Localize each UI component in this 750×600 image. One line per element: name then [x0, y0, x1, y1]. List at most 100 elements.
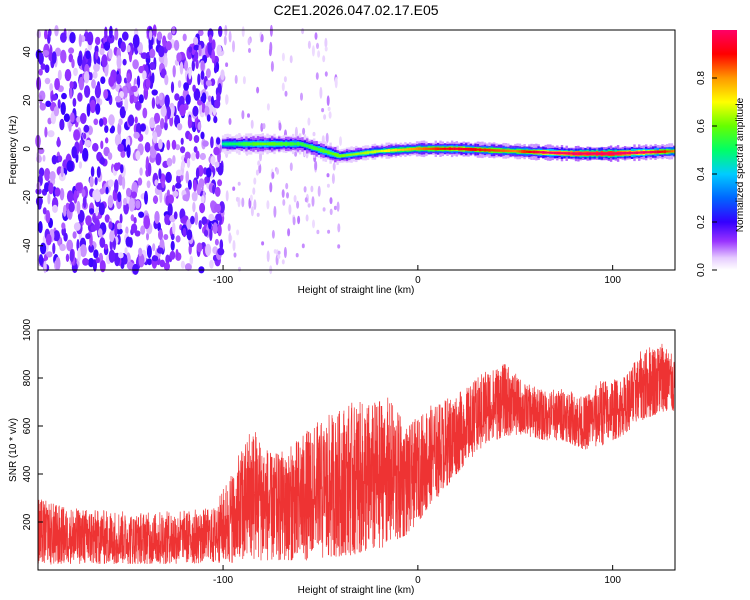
noise-blob [85, 215, 92, 226]
noise-blob [95, 36, 101, 46]
noise-blob [152, 24, 157, 38]
ridge-cell [647, 151, 650, 154]
ridge-cell [271, 142, 274, 146]
noise-blob [241, 110, 245, 120]
ridge-cell [399, 148, 402, 151]
noise-blob [208, 221, 212, 230]
ridge-cell [481, 148, 484, 151]
noise-blob [155, 153, 162, 166]
noise-blob [52, 204, 58, 213]
noise-blob [90, 166, 95, 178]
noise-blob [182, 194, 189, 202]
noise-blob [327, 106, 331, 111]
noise-blob [301, 28, 305, 35]
noise-blob [325, 132, 329, 144]
noise-blob [59, 118, 65, 131]
noise-blob [339, 136, 342, 147]
ridge-cell [404, 148, 407, 151]
noise-blob [337, 244, 341, 249]
noise-blob [146, 180, 151, 189]
noise-blob [82, 147, 89, 162]
noise-blob [324, 37, 328, 49]
ridge-cell [572, 152, 575, 156]
snr-panel: -100 0 100 200 400 600 800 1000 Height of stra… [8, 318, 676, 596]
noise-blob [273, 205, 277, 218]
noise-blob [314, 32, 318, 40]
ridge-cell [366, 151, 370, 154]
ridge-cell [317, 148, 321, 151]
spectrogram-frame [37, 29, 676, 271]
ridge-cell [605, 152, 608, 155]
snr-x-ticks: -100 0 100 [213, 565, 621, 586]
x-tick-label: -100 [213, 275, 233, 286]
noise-blob [104, 125, 109, 133]
noise-blob [38, 254, 44, 266]
noise-blob [184, 151, 191, 161]
noise-blob [202, 140, 209, 147]
noise-blob [296, 200, 300, 209]
ridge-cell [261, 142, 264, 146]
noise-blob [198, 178, 205, 188]
noise-blob [185, 94, 191, 105]
ridge-cell [535, 150, 538, 154]
ridge-cell [331, 152, 335, 156]
noise-blob [305, 214, 309, 222]
ridge-cell [652, 150, 655, 154]
noise-blob [131, 223, 138, 233]
noise-blob [95, 103, 101, 115]
noise-blob [43, 260, 47, 274]
noise-blob [51, 94, 58, 101]
noise-blob [79, 244, 87, 258]
y-tick-label: 40 [22, 46, 33, 58]
noise-blob [200, 60, 205, 72]
noise-blob [337, 223, 341, 233]
noise-blob [199, 202, 206, 214]
noise-blob [112, 237, 116, 251]
ridge-cell [563, 152, 566, 155]
noise-blob [203, 229, 209, 237]
noise-blob [117, 191, 122, 203]
noise-blob [76, 116, 81, 123]
noise-blob [149, 62, 156, 71]
noise-blob [95, 206, 99, 217]
noise-blob [68, 201, 75, 213]
noise-blob [184, 263, 192, 271]
noise-blob [155, 95, 160, 105]
y-tick-label: 800 [22, 369, 33, 386]
noise-blob [158, 139, 163, 150]
noise-blob [160, 106, 167, 117]
noise-blob [104, 243, 108, 250]
ridge-cell [252, 142, 255, 146]
spectrogram-x-ticks: -100 0 100 [213, 265, 621, 286]
noise-blob [333, 205, 337, 211]
noise-blob [302, 127, 306, 136]
y-tick-label: 0 [22, 146, 33, 152]
noise-blob [93, 249, 99, 259]
ridge-cell [633, 151, 636, 154]
noise-blob [117, 143, 125, 152]
noise-blob [334, 76, 338, 89]
ridge-cell [280, 142, 283, 146]
noise-blob [79, 139, 83, 154]
y-tick-label: 400 [22, 465, 33, 482]
noise-blob [158, 229, 163, 240]
noise-blob [53, 230, 60, 242]
ridge-cell [518, 150, 522, 153]
noise-blob [200, 70, 205, 80]
noise-blob [102, 117, 108, 126]
colorbar-tick-label: 0.8 [696, 71, 707, 85]
ridge-cell [476, 148, 480, 151]
noise-blob [187, 179, 192, 190]
ridge-cell [439, 147, 442, 150]
noise-blob [64, 69, 72, 82]
ridge-cell [221, 142, 225, 146]
noise-blob [163, 55, 168, 68]
x-tick-label: 100 [604, 275, 621, 286]
ridge-cell [348, 153, 351, 156]
noise-blob [140, 52, 148, 59]
noise-blob [48, 182, 54, 195]
ridge-cell [474, 148, 477, 151]
noise-blob [163, 262, 170, 271]
noise-blob [250, 206, 254, 217]
noise-blob [175, 182, 182, 189]
